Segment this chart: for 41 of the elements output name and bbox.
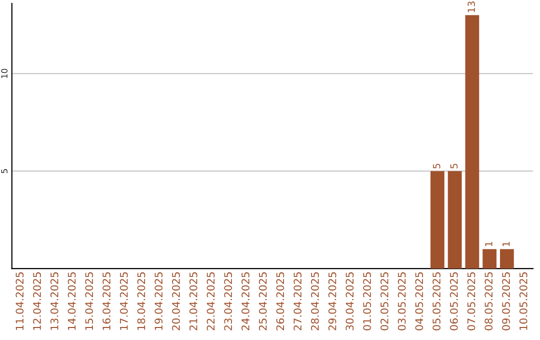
x-tick-label: 28.04.2025 [311,272,319,330]
bar [465,15,480,269]
x-tick-label: 06.05.2025 [450,272,458,330]
x-tick-label: 07.05.2025 [467,272,476,330]
x-tick-label: 15.04.2025 [85,272,94,330]
x-tick-label: 13.04.2025 [50,272,58,330]
data-label: 5 [450,164,458,168]
x-tick-label: 29.04.2025 [328,272,336,330]
x-tick-label: 17.04.2025 [120,272,128,330]
data-label: 13 [468,2,476,12]
x-tick-label: 26.04.2025 [276,272,284,330]
x-tick-label: 04.05.2025 [415,272,424,330]
y-tick-label: 10 [1,68,8,78]
bar [448,171,462,269]
x-tick-label: 19.04.2025 [154,272,163,330]
x-tick-label: 05.05.2025 [432,272,440,330]
x-tick-label: 03.05.2025 [398,272,406,330]
bar [500,249,514,269]
x-tick-label: 21.04.2025 [189,272,198,330]
x-tick-label: 09.05.2025 [502,272,510,330]
x-tick-label: 08.05.2025 [484,272,493,330]
x-tick-label: 30.04.2025 [346,272,354,330]
x-tick-label: 27.04.2025 [294,272,302,330]
x-tick-label: 16.04.2025 [102,272,110,330]
data-label: 1 [502,242,510,246]
x-tick-label: 24.04.2025 [242,272,250,330]
bar [430,171,444,269]
x-tick-label: 10.05.2025 [519,272,528,330]
x-tick-label: 20.04.2025 [172,272,180,330]
x-tick-label: 22.04.2025 [206,272,215,330]
x-tick-label: 14.04.2025 [68,272,76,330]
x-tick-label: 11.04.2025 [16,272,24,330]
data-label: 1 [485,242,492,246]
x-tick-label: 23.04.2025 [224,272,232,330]
x-tick-label: 25.04.2025 [258,272,267,330]
bar [482,249,497,269]
x-tick-label: 12.04.2025 [33,272,41,330]
x-tick-label: 18.04.2025 [137,272,146,330]
x-tick-label: 01.05.2025 [363,272,371,330]
data-label: 5 [433,164,440,168]
x-tick-label: 02.05.2025 [380,272,388,330]
